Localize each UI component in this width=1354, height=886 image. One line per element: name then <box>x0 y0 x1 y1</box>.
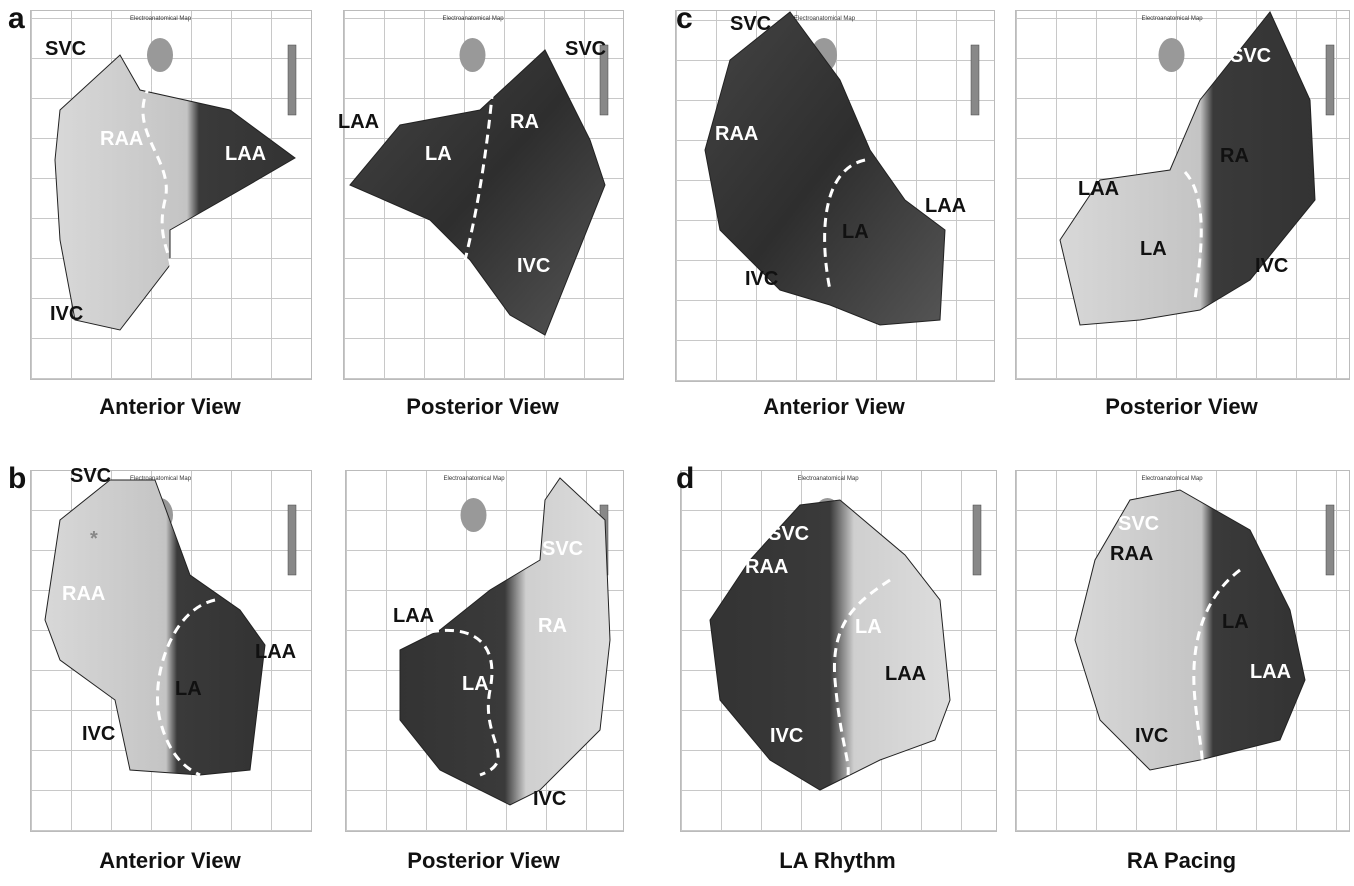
color-bar <box>1326 45 1334 115</box>
color-bar <box>971 45 979 115</box>
anatomy-label: RA <box>1220 145 1249 167</box>
chamber-map <box>710 500 950 790</box>
panel-letter: a <box>8 2 25 35</box>
anatomy-label: IVC <box>50 303 83 325</box>
anatomy-label: SVC <box>45 38 86 60</box>
view-caption: Posterior View <box>406 394 559 419</box>
anatomy-label: LAA <box>393 605 434 627</box>
chamber-map <box>350 50 605 335</box>
head-icon <box>461 498 487 532</box>
anatomy-label: LA <box>425 143 452 165</box>
anatomy-label: SVC <box>542 538 583 560</box>
figure-canvas: a Electroanatomical Map SVC RAA LAA IVC Anteri… <box>0 0 1354 886</box>
map-title: Electroanatomical Map <box>130 16 192 22</box>
anatomy-label: SVC <box>70 465 111 487</box>
color-bar <box>973 505 981 575</box>
panel-letter: c <box>676 2 693 35</box>
anatomy-label: RAA <box>62 583 105 605</box>
view-caption: LA Rhythm <box>779 848 896 873</box>
anatomy-label: IVC <box>1255 255 1288 277</box>
view-caption: Anterior View <box>99 394 241 419</box>
anatomy-label: IVC <box>745 268 778 290</box>
head-icon <box>1159 38 1185 72</box>
map-title: Electroanatomical Map <box>1142 16 1204 22</box>
color-bar <box>288 45 296 115</box>
view-caption: Anterior View <box>99 848 241 873</box>
anatomy-label: LA <box>1140 238 1167 260</box>
anatomy-label: RAA <box>100 128 143 150</box>
anatomy-label: RA <box>510 111 539 133</box>
figure: a Electroanatomical Map SVC RAA LAA IVC Anteri… <box>0 0 1354 886</box>
anatomy-label: RA <box>538 615 567 637</box>
head-icon <box>147 38 173 72</box>
anatomy-label: IVC <box>533 788 566 810</box>
chamber-map <box>1075 490 1305 770</box>
anatomy-label: LA <box>462 673 489 695</box>
view-caption: Anterior View <box>763 394 905 419</box>
anatomy-label: SVC <box>1118 513 1159 535</box>
chamber-map <box>400 478 610 805</box>
chamber-map <box>45 480 265 775</box>
anatomy-label: RAA <box>715 123 758 145</box>
panel-letter: b <box>8 462 26 495</box>
anatomy-label: LAA <box>1250 661 1291 683</box>
anatomy-label: RAA <box>745 556 788 578</box>
map-title: Electroanatomical Map <box>444 476 506 482</box>
anatomy-label: LA <box>855 616 882 638</box>
map-title: Electroanatomical Map <box>1142 476 1204 482</box>
chamber-map <box>55 55 295 330</box>
anatomy-label: LAA <box>225 143 266 165</box>
anatomy-label: SVC <box>1230 45 1271 67</box>
anatomy-label: IVC <box>770 725 803 747</box>
anatomy-label: LAA <box>255 641 296 663</box>
chamber-map <box>705 12 945 325</box>
anatomy-label: RAA <box>1110 543 1153 565</box>
anatomy-label: SVC <box>768 523 809 545</box>
view-caption: RA Pacing <box>1127 848 1236 873</box>
anatomy-label: LAA <box>885 663 926 685</box>
map-title: Electroanatomical Map <box>798 476 860 482</box>
anatomy-label: LA <box>1222 611 1249 633</box>
map-title: Electroanatomical Map <box>443 16 505 22</box>
anatomy-label: LAA <box>1078 178 1119 200</box>
anatomy-label: IVC <box>517 255 550 277</box>
head-icon <box>460 38 486 72</box>
anatomy-label: LAA <box>925 195 966 217</box>
panel-letter: d <box>676 462 694 495</box>
anatomy-label: * <box>90 528 98 550</box>
anatomy-label: LA <box>842 221 869 243</box>
chamber-map <box>1060 12 1315 325</box>
view-caption: Posterior View <box>407 848 560 873</box>
anatomy-label: IVC <box>1135 725 1168 747</box>
color-bar <box>1326 505 1334 575</box>
anatomy-label: LAA <box>338 111 379 133</box>
anatomy-label: SVC <box>730 13 771 35</box>
anatomy-label: LA <box>175 678 202 700</box>
anatomy-label: IVC <box>82 723 115 745</box>
map-title: Electroanatomical Map <box>794 16 856 22</box>
anatomy-label: SVC <box>565 38 606 60</box>
view-caption: Posterior View <box>1105 394 1258 419</box>
color-bar <box>288 505 296 575</box>
